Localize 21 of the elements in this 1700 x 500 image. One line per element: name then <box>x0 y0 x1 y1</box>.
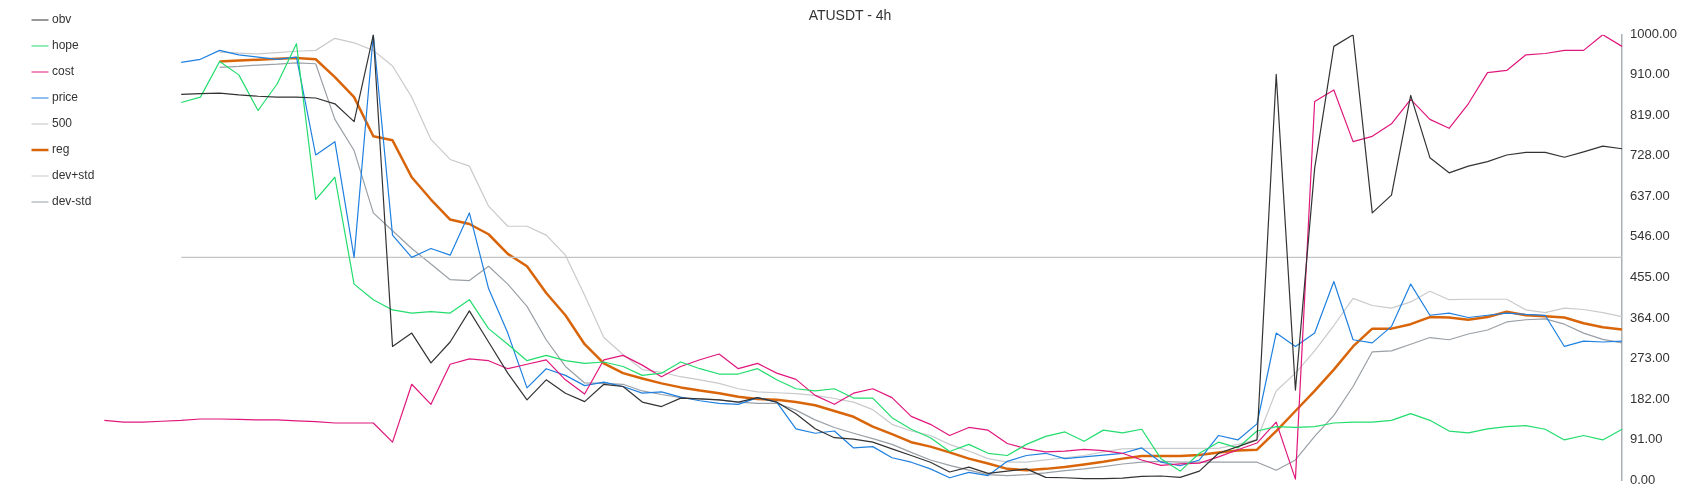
y-tick-label: 182.00 <box>1630 390 1670 406</box>
legend-label: cost <box>52 64 75 79</box>
y-tick-label: 910.00 <box>1630 66 1670 82</box>
legend-label: hope <box>52 38 80 53</box>
y-tick-label: 0.00 <box>1630 471 1656 487</box>
legend-label: dev+std <box>52 168 95 183</box>
legend-label: dev-std <box>52 194 92 209</box>
y-tick-label: 455.00 <box>1630 269 1670 285</box>
legend-label: 500 <box>52 116 73 131</box>
legend-label: obv <box>52 12 72 27</box>
y-tick-label: 1000.00 <box>1630 26 1678 42</box>
y-tick-label: 728.00 <box>1630 147 1670 163</box>
y-tick-label: 91.00 <box>1630 431 1663 447</box>
y-tick-label: 364.00 <box>1630 309 1670 325</box>
legend-label: price <box>52 90 79 105</box>
y-tick-label: 819.00 <box>1630 106 1670 122</box>
y-tick-label: 546.00 <box>1630 228 1670 244</box>
y-tick-label: 637.00 <box>1630 187 1670 203</box>
chart-title: ATUSDT - 4h <box>808 7 892 24</box>
legend-label: reg <box>52 142 70 157</box>
y-tick-label: 273.00 <box>1630 350 1670 366</box>
